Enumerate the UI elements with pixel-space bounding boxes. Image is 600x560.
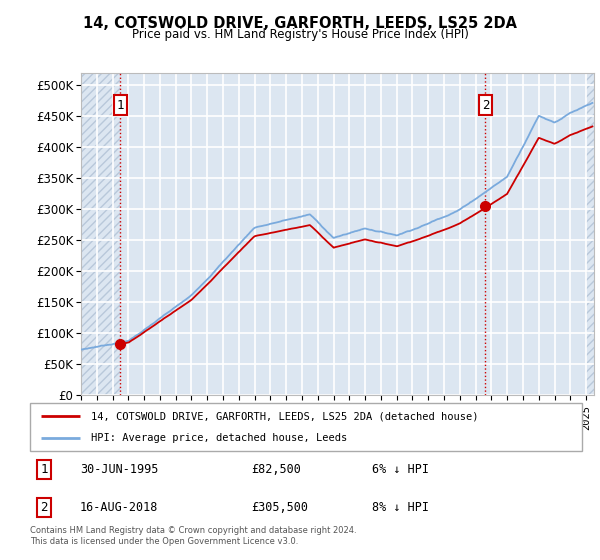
Text: £82,500: £82,500: [251, 463, 301, 476]
Text: Contains HM Land Registry data © Crown copyright and database right 2024.
This d: Contains HM Land Registry data © Crown c…: [30, 526, 356, 546]
Text: 6% ↓ HPI: 6% ↓ HPI: [372, 463, 429, 476]
Text: 2: 2: [482, 99, 489, 111]
Text: 1: 1: [117, 99, 124, 111]
FancyBboxPatch shape: [30, 403, 582, 451]
Text: 14, COTSWOLD DRIVE, GARFORTH, LEEDS, LS25 2DA (detached house): 14, COTSWOLD DRIVE, GARFORTH, LEEDS, LS2…: [91, 411, 478, 421]
Text: HPI: Average price, detached house, Leeds: HPI: Average price, detached house, Leed…: [91, 433, 347, 443]
Text: 2: 2: [40, 501, 47, 514]
Text: 14, COTSWOLD DRIVE, GARFORTH, LEEDS, LS25 2DA: 14, COTSWOLD DRIVE, GARFORTH, LEEDS, LS2…: [83, 16, 517, 31]
Text: £305,500: £305,500: [251, 501, 308, 514]
Text: 16-AUG-2018: 16-AUG-2018: [80, 501, 158, 514]
Text: 1: 1: [40, 463, 47, 476]
Text: 30-JUN-1995: 30-JUN-1995: [80, 463, 158, 476]
Text: 8% ↓ HPI: 8% ↓ HPI: [372, 501, 429, 514]
Text: Price paid vs. HM Land Registry's House Price Index (HPI): Price paid vs. HM Land Registry's House …: [131, 28, 469, 41]
